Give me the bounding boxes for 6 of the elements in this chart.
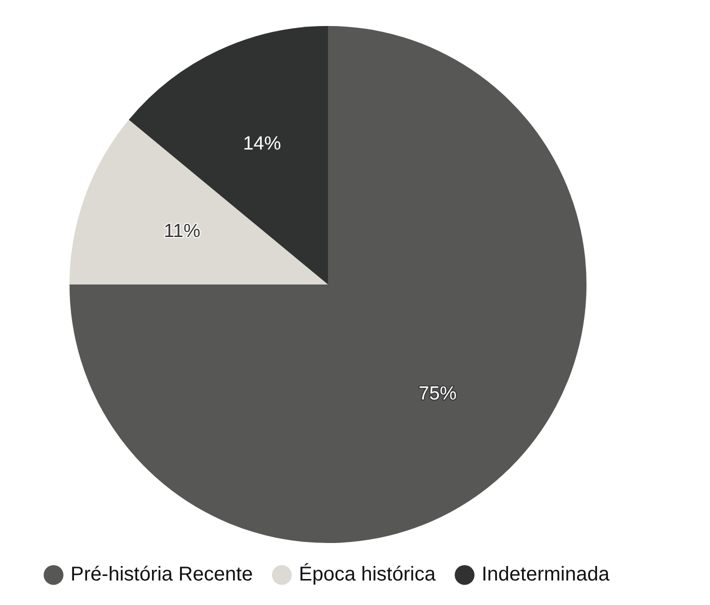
- legend-label: Época histórica: [298, 562, 436, 586]
- data-label: 75%: [418, 383, 457, 404]
- data-label: 11%: [164, 221, 200, 242]
- data-label: 14%: [242, 133, 282, 154]
- legend-label: Indeterminada: [482, 564, 610, 586]
- legend-label: Pré-história Recente: [70, 564, 253, 586]
